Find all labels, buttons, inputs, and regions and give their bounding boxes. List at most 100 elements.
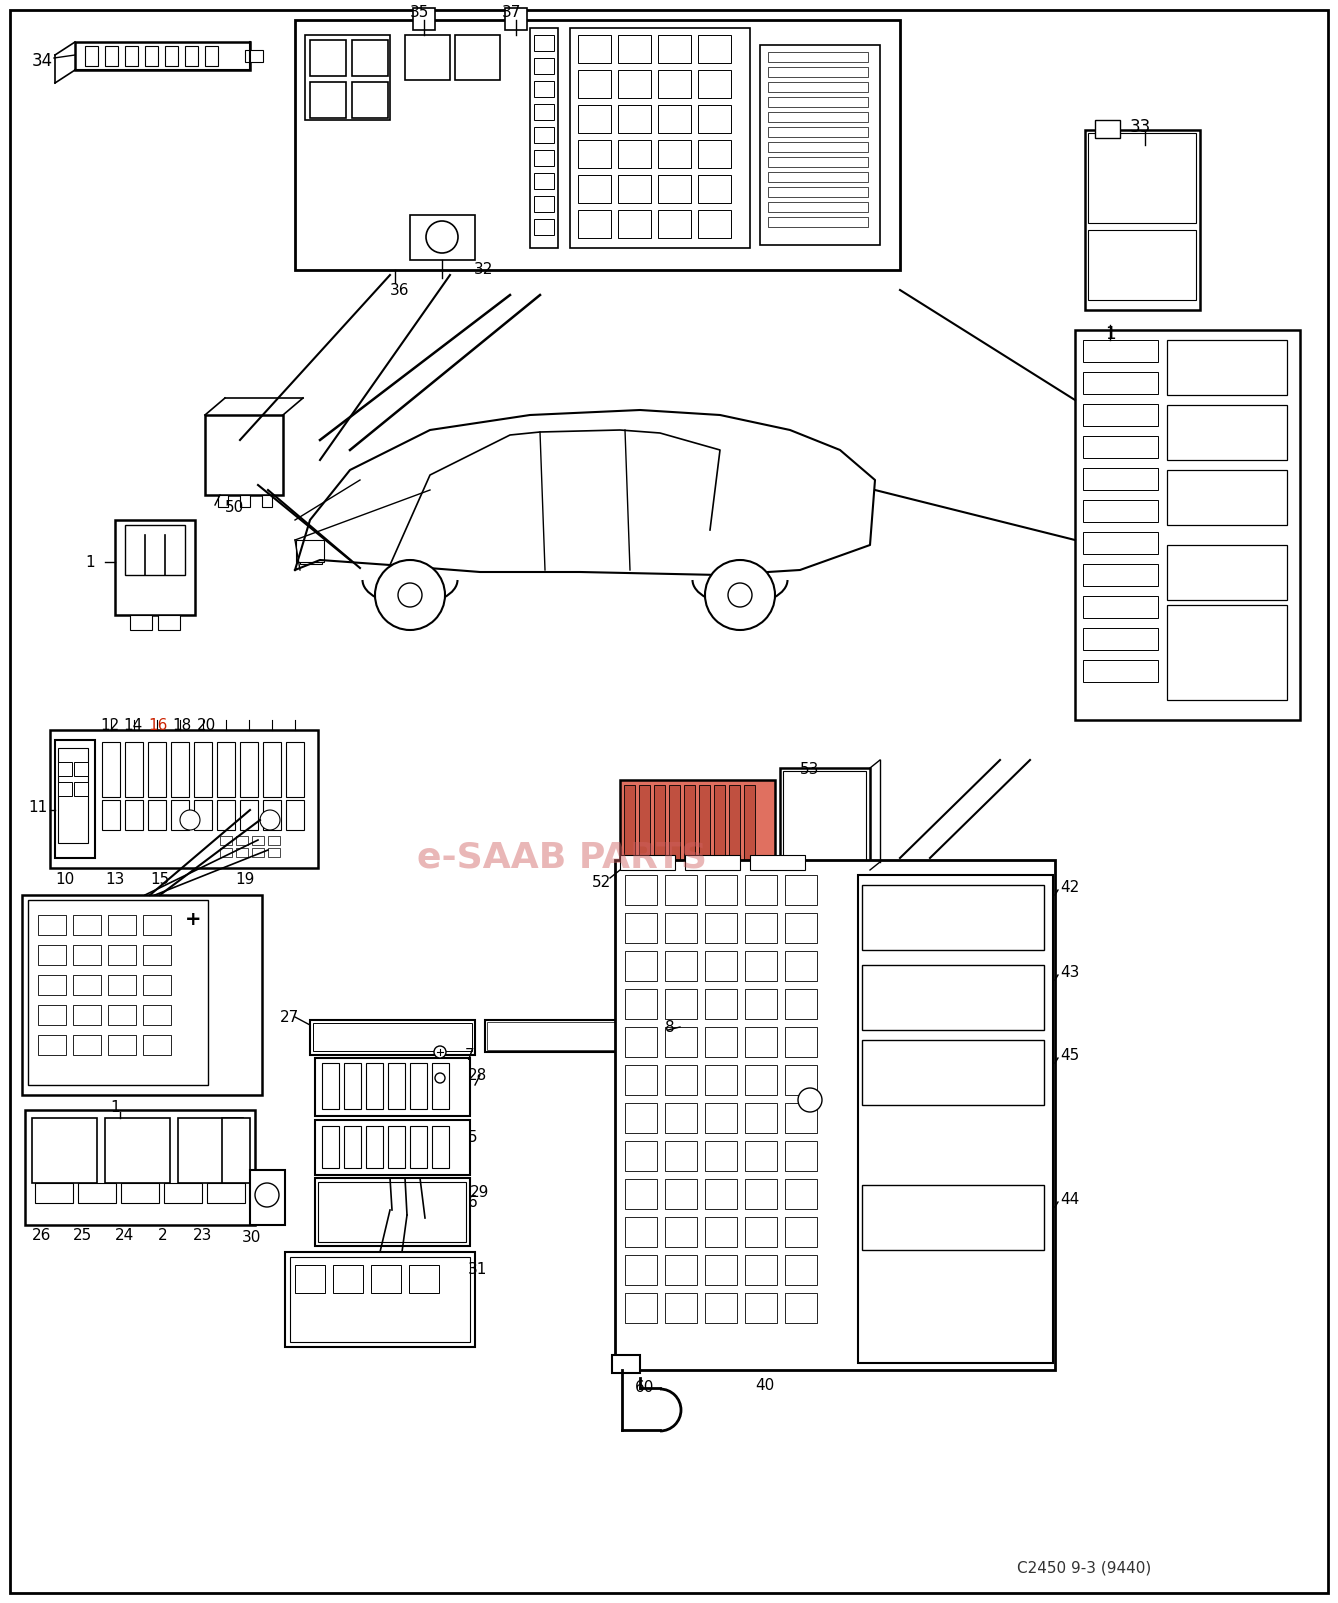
Bar: [1082, 500, 1157, 523]
Bar: [58, 761, 72, 776]
Bar: [314, 1178, 470, 1246]
Bar: [578, 210, 611, 237]
Bar: [262, 495, 272, 507]
Bar: [75, 42, 250, 71]
Bar: [751, 854, 805, 870]
Bar: [534, 173, 554, 189]
Bar: [264, 800, 281, 830]
Bar: [124, 742, 143, 797]
Bar: [1082, 436, 1157, 458]
Bar: [768, 112, 868, 122]
Bar: [58, 749, 88, 843]
Circle shape: [797, 1088, 822, 1112]
Bar: [102, 742, 120, 797]
Bar: [625, 1294, 657, 1322]
Circle shape: [705, 559, 775, 630]
Bar: [318, 1181, 466, 1242]
Text: 5: 5: [468, 1130, 478, 1145]
Bar: [714, 785, 725, 862]
Bar: [143, 946, 171, 965]
Bar: [625, 989, 657, 1020]
Bar: [534, 151, 554, 167]
Bar: [862, 885, 1044, 951]
Bar: [618, 71, 652, 98]
Text: 18: 18: [173, 718, 191, 733]
Bar: [240, 742, 258, 797]
Bar: [235, 848, 248, 858]
Bar: [367, 1063, 383, 1109]
Bar: [235, 837, 248, 845]
Bar: [665, 1103, 697, 1133]
Bar: [1082, 628, 1157, 649]
Bar: [685, 854, 740, 870]
Text: e-SAAB PARTS: e-SAAB PARTS: [417, 840, 706, 875]
Bar: [665, 1064, 697, 1095]
Text: 42: 42: [1060, 880, 1080, 894]
Bar: [745, 989, 777, 1020]
Bar: [50, 729, 318, 867]
Text: 23: 23: [193, 1228, 213, 1242]
Text: 37: 37: [502, 5, 522, 19]
Bar: [1082, 660, 1157, 681]
Bar: [1074, 330, 1301, 720]
Bar: [785, 875, 818, 906]
Bar: [1167, 406, 1287, 460]
Circle shape: [728, 583, 752, 608]
Bar: [785, 1028, 818, 1056]
Bar: [625, 1178, 657, 1209]
Bar: [570, 27, 751, 248]
Text: 20: 20: [197, 718, 217, 733]
Bar: [290, 1257, 470, 1342]
Bar: [705, 1028, 737, 1056]
Bar: [58, 782, 72, 797]
Text: 44: 44: [1060, 1193, 1080, 1207]
Bar: [625, 914, 657, 943]
Bar: [768, 51, 868, 63]
Bar: [705, 1064, 737, 1095]
Bar: [705, 914, 737, 943]
Bar: [745, 875, 777, 906]
Bar: [171, 800, 189, 830]
Bar: [286, 800, 304, 830]
Bar: [388, 1063, 405, 1109]
Bar: [322, 1063, 339, 1109]
Bar: [534, 58, 554, 74]
Bar: [1082, 372, 1157, 394]
Bar: [665, 914, 697, 943]
Bar: [130, 616, 153, 630]
Bar: [658, 210, 690, 237]
Bar: [625, 1064, 657, 1095]
Bar: [745, 1103, 777, 1133]
Bar: [768, 67, 868, 77]
Bar: [624, 785, 636, 862]
Bar: [578, 175, 611, 204]
Bar: [768, 143, 868, 152]
Bar: [705, 875, 737, 906]
Bar: [698, 35, 731, 63]
Text: 1: 1: [86, 555, 95, 571]
Circle shape: [256, 1183, 280, 1207]
Bar: [344, 1063, 361, 1109]
Circle shape: [434, 1047, 446, 1058]
Bar: [785, 1255, 818, 1286]
Text: 12: 12: [100, 718, 119, 733]
Bar: [250, 1170, 285, 1225]
Bar: [313, 1023, 472, 1052]
Bar: [1082, 340, 1157, 362]
Bar: [322, 1125, 339, 1169]
Bar: [1167, 545, 1287, 600]
Bar: [1082, 564, 1157, 587]
Text: 15: 15: [150, 872, 169, 886]
Text: 31: 31: [468, 1262, 487, 1278]
Bar: [783, 771, 866, 866]
Text: 60: 60: [636, 1380, 654, 1395]
Bar: [432, 1063, 450, 1109]
Bar: [705, 1294, 737, 1322]
Bar: [534, 127, 554, 143]
Bar: [578, 71, 611, 98]
Bar: [705, 989, 737, 1020]
Bar: [219, 837, 231, 845]
Text: 27: 27: [280, 1010, 300, 1024]
Text: 29: 29: [470, 1185, 490, 1201]
Bar: [625, 1103, 657, 1133]
